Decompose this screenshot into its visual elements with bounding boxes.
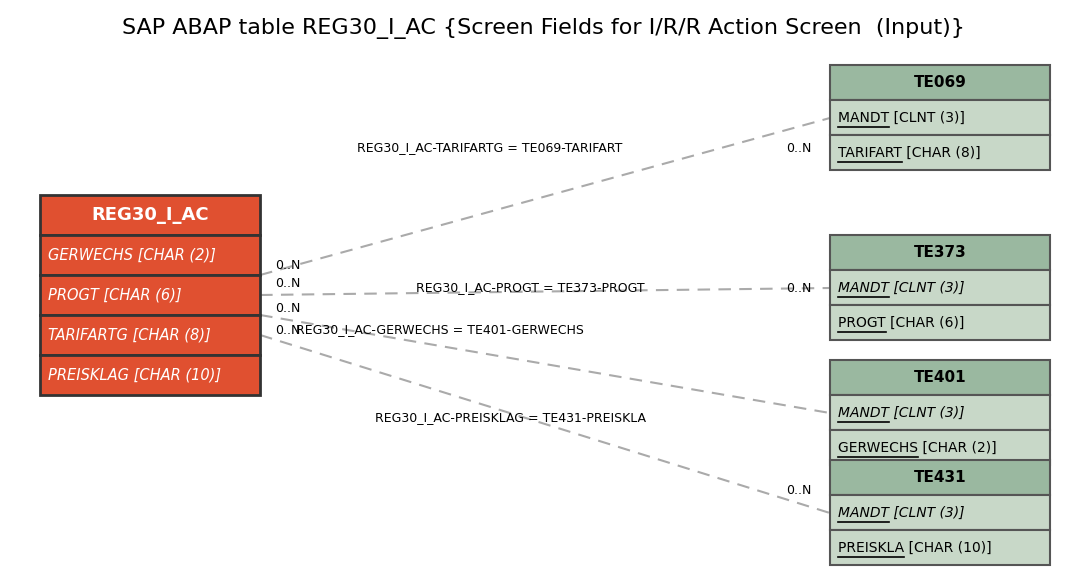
Text: 0..N: 0..N	[787, 483, 812, 497]
Bar	[40, 315, 260, 355]
Text: 0..N: 0..N	[275, 324, 300, 336]
Text: TE401: TE401	[913, 370, 966, 385]
Text: MANDT: MANDT	[838, 406, 889, 419]
Text: 0..N: 0..N	[275, 259, 300, 271]
Text: MANDT: MANDT	[838, 505, 889, 519]
Text: TARIFART [CHAR (8)]: TARIFART [CHAR (8)]	[838, 145, 980, 160]
Text: REG30_I_AC-PROGT = TE373-PROGT: REG30_I_AC-PROGT = TE373-PROGT	[415, 282, 645, 295]
Text: GERWECHS [CHAR (2)]: GERWECHS [CHAR (2)]	[838, 440, 997, 454]
Bar	[829, 270, 1050, 305]
Bar	[829, 430, 1050, 465]
Bar	[829, 495, 1050, 530]
Bar	[40, 195, 260, 235]
Text: TE373: TE373	[913, 245, 966, 260]
Text: 0..N: 0..N	[787, 282, 812, 295]
Bar	[40, 275, 260, 315]
Text: REG30_I_AC-PREISKLAG = TE431-PREISKLA: REG30_I_AC-PREISKLAG = TE431-PREISKLA	[375, 411, 646, 425]
Bar	[829, 135, 1050, 170]
Text: GERWECHS [CHAR (2)]: GERWECHS [CHAR (2)]	[48, 248, 216, 263]
Text: 0..N: 0..N	[275, 302, 300, 314]
Bar	[829, 305, 1050, 340]
Bar	[829, 530, 1050, 565]
Text: TARIFARTG [CHAR (8)]: TARIFARTG [CHAR (8)]	[48, 328, 211, 343]
Bar	[829, 360, 1050, 395]
Bar	[829, 100, 1050, 135]
Text: PREISKLA: PREISKLA	[838, 540, 904, 554]
Text: TE069: TE069	[913, 75, 966, 90]
Text: MANDT [CLNT (3)]: MANDT [CLNT (3)]	[838, 505, 964, 519]
Text: REG30_I_AC: REG30_I_AC	[91, 206, 209, 224]
Text: MANDT [CLNT (3)]: MANDT [CLNT (3)]	[838, 406, 964, 419]
Text: SAP ABAP table REG30_I_AC {Screen Fields for I/R/R Action Screen  (Input)}: SAP ABAP table REG30_I_AC {Screen Fields…	[122, 17, 965, 38]
Bar	[829, 235, 1050, 270]
Bar	[829, 395, 1050, 430]
Text: PREISKLAG [CHAR (10)]: PREISKLAG [CHAR (10)]	[48, 368, 222, 382]
Text: 0..N: 0..N	[787, 142, 812, 155]
Text: MANDT: MANDT	[838, 281, 889, 295]
Text: PROGT [CHAR (6)]: PROGT [CHAR (6)]	[838, 315, 964, 329]
Bar	[40, 235, 260, 275]
Text: REG30_I_AC-TARIFARTG = TE069-TARIFART: REG30_I_AC-TARIFARTG = TE069-TARIFART	[358, 142, 623, 155]
Text: MANDT [CLNT (3)]: MANDT [CLNT (3)]	[838, 281, 964, 295]
Text: MANDT [CLNT (3)]: MANDT [CLNT (3)]	[838, 110, 965, 124]
Text: PROGT [CHAR (6)]: PROGT [CHAR (6)]	[48, 288, 182, 303]
Text: TE431: TE431	[913, 470, 966, 485]
Text: MANDT: MANDT	[838, 110, 889, 124]
Text: 0..N: 0..N	[275, 277, 300, 289]
Text: PROGT: PROGT	[838, 315, 886, 329]
Text: TARIFART: TARIFART	[838, 145, 902, 160]
Bar	[829, 65, 1050, 100]
Text: PREISKLA [CHAR (10)]: PREISKLA [CHAR (10)]	[838, 540, 991, 554]
Text: GERWECHS: GERWECHS	[838, 440, 917, 454]
Text: REG30_I_AC-GERWECHS = TE401-GERWECHS: REG30_I_AC-GERWECHS = TE401-GERWECHS	[296, 324, 584, 336]
Bar	[829, 460, 1050, 495]
Bar	[40, 355, 260, 395]
